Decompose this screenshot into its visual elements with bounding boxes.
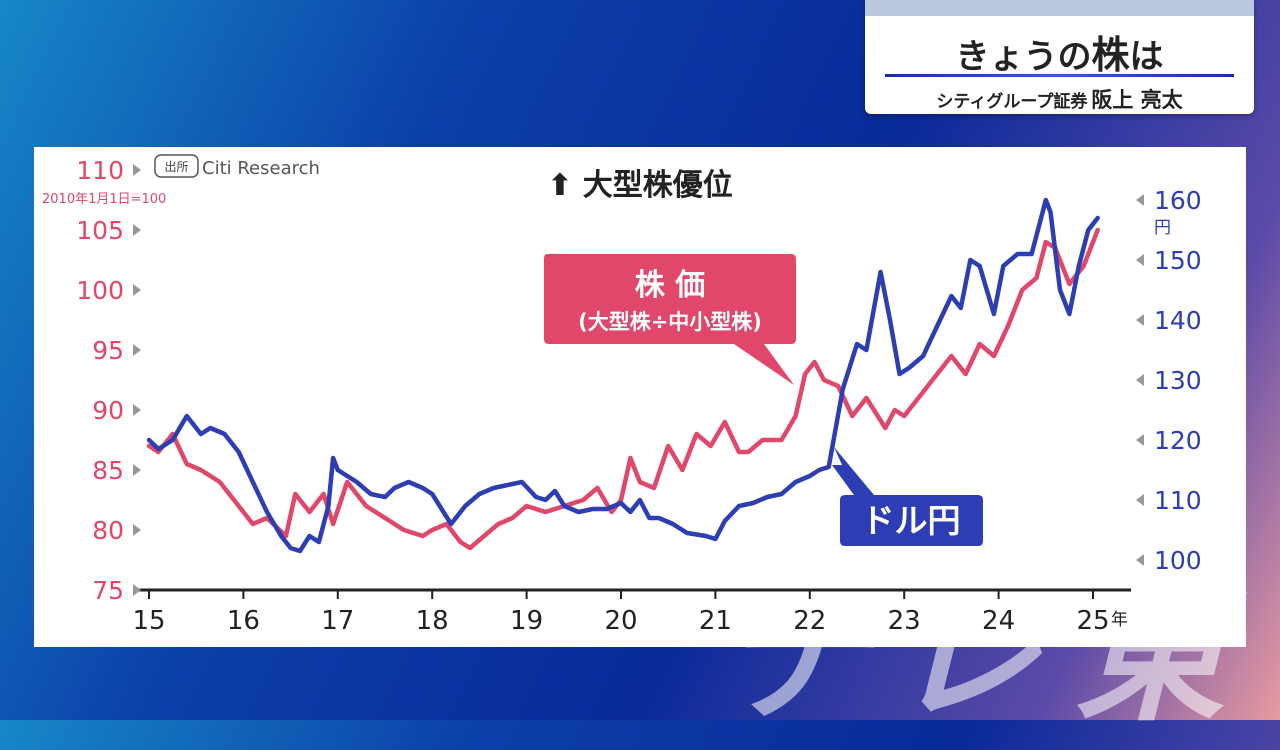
guest-caption: シティグループ証券 阪上 亮太 bbox=[865, 84, 1254, 114]
usdjpy-callout-box bbox=[832, 447, 983, 546]
stock-ratio-line bbox=[146, 227, 1100, 551]
left-tick-label: 110 bbox=[76, 156, 124, 185]
x-tick-label: 15 bbox=[132, 606, 165, 636]
right-axis-ticks: 100 110 120 130 140 150 160 bbox=[1136, 186, 1202, 575]
left-tick-label: 90 bbox=[92, 396, 124, 425]
guest-company: シティグループ証券 bbox=[936, 92, 1088, 112]
x-tick-label: 25 bbox=[1076, 606, 1109, 636]
left-tick-marker bbox=[133, 584, 141, 596]
left-tick-marker bbox=[133, 224, 141, 236]
right-tick-marker bbox=[1136, 434, 1144, 446]
x-tick-label: 21 bbox=[699, 606, 732, 636]
x-tick-label: 17 bbox=[321, 606, 354, 636]
x-tick-label: 20 bbox=[604, 606, 637, 636]
left-tick-label: 75 bbox=[92, 576, 124, 605]
x-tick-label: 22 bbox=[793, 606, 826, 636]
right-axis-unit: 円 bbox=[1154, 218, 1171, 238]
usdjpy-line bbox=[146, 197, 1100, 554]
right-tick-label: 130 bbox=[1154, 366, 1202, 395]
guest-name: 阪上 亮太 bbox=[1091, 88, 1183, 112]
right-tick-marker bbox=[1136, 494, 1144, 506]
right-tick-label: 160 bbox=[1154, 186, 1202, 215]
source-badge: 出所 bbox=[164, 160, 188, 174]
base-note: 2010年1月1日=100 bbox=[42, 192, 166, 207]
left-tick-label: 95 bbox=[92, 336, 124, 365]
x-tick-label: 16 bbox=[227, 606, 260, 636]
right-tick-marker bbox=[1136, 554, 1144, 566]
left-tick-marker bbox=[133, 284, 141, 296]
left-tick-marker bbox=[133, 464, 141, 476]
right-tick-marker bbox=[1136, 254, 1144, 266]
left-tick-label: 85 bbox=[92, 456, 124, 485]
left-tick-marker bbox=[133, 524, 141, 536]
x-tick-label: 18 bbox=[416, 606, 449, 636]
chart-title: ⬆ 大型株優位 bbox=[547, 168, 733, 203]
title-divider bbox=[885, 74, 1234, 77]
left-tick-label: 105 bbox=[76, 216, 124, 245]
x-tick-label: 24 bbox=[982, 606, 1015, 636]
source-text: Citi Research bbox=[202, 158, 320, 179]
series-layer bbox=[146, 197, 1100, 554]
right-tick-marker bbox=[1136, 194, 1144, 206]
chart-card: 出所 Citi Research 2010年1月1日=100 ⬆ 大型株優位 年… bbox=[34, 147, 1246, 647]
usdjpy-callout-label: ドル円 bbox=[862, 501, 961, 540]
stock-callout-box bbox=[544, 254, 796, 385]
program-title-part2: 株 bbox=[1091, 33, 1130, 77]
left-axis-ticks: 75 80 85 90 95 100 105 110 bbox=[76, 156, 141, 605]
right-tick-label: 100 bbox=[1154, 546, 1202, 575]
left-tick-marker bbox=[133, 404, 141, 416]
right-tick-label: 120 bbox=[1154, 426, 1202, 455]
x-tick-label: 23 bbox=[888, 606, 921, 636]
stock-callout-title: 株 価 bbox=[635, 268, 705, 303]
program-title-part1: きょうの bbox=[955, 37, 1092, 77]
left-tick-marker bbox=[133, 344, 141, 356]
left-tick-label: 80 bbox=[92, 516, 124, 545]
source-badge-frame bbox=[154, 154, 199, 178]
left-tick-marker bbox=[133, 164, 141, 176]
right-tick-marker bbox=[1136, 314, 1144, 326]
x-tick-label: 19 bbox=[510, 606, 543, 636]
right-tick-label: 150 bbox=[1154, 246, 1202, 275]
program-title-box: きょうの株は シティグループ証券 阪上 亮太 bbox=[865, 0, 1254, 114]
chart-canvas: 出所 Citi Research 2010年1月1日=100 ⬆ 大型株優位 年… bbox=[42, 154, 1202, 636]
stock-callout-subtitle: (大型株÷中小型株) bbox=[578, 310, 762, 334]
right-tick-label: 110 bbox=[1154, 486, 1202, 515]
program-title-part3: は bbox=[1129, 37, 1164, 77]
right-tick-label: 140 bbox=[1154, 306, 1202, 335]
title-top-strip bbox=[865, 0, 1254, 16]
right-tick-marker bbox=[1136, 374, 1144, 386]
program-title: きょうの株は bbox=[865, 24, 1254, 79]
x-axis-unit: 年 bbox=[1111, 610, 1128, 630]
left-tick-label: 100 bbox=[76, 276, 124, 305]
x-axis-ticks: 15 16 17 18 19 20 21 22 23 24 25 bbox=[132, 590, 1110, 636]
